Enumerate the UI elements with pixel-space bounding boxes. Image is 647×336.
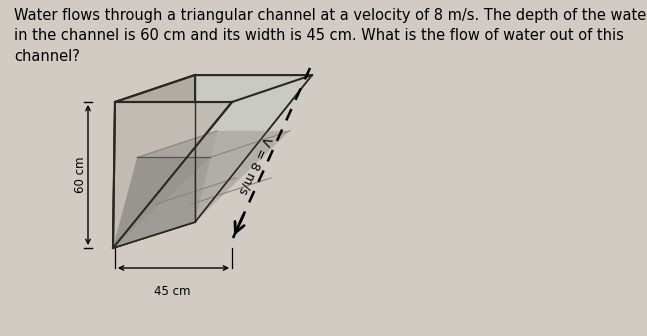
Polygon shape (113, 75, 195, 248)
Polygon shape (113, 158, 210, 248)
Polygon shape (137, 131, 290, 158)
Text: Water flows through a triangular channel at a velocity of 8 m/s. The depth of th: Water flows through a triangular channel… (14, 8, 647, 64)
Polygon shape (115, 75, 312, 102)
Text: V = 8 m/s: V = 8 m/s (236, 134, 274, 196)
Polygon shape (113, 75, 312, 248)
Polygon shape (113, 131, 217, 248)
Text: 60 cm: 60 cm (74, 157, 87, 193)
Text: 45 cm: 45 cm (154, 285, 190, 298)
Polygon shape (113, 102, 232, 248)
Polygon shape (195, 75, 312, 222)
Polygon shape (113, 131, 290, 248)
Polygon shape (113, 158, 210, 248)
